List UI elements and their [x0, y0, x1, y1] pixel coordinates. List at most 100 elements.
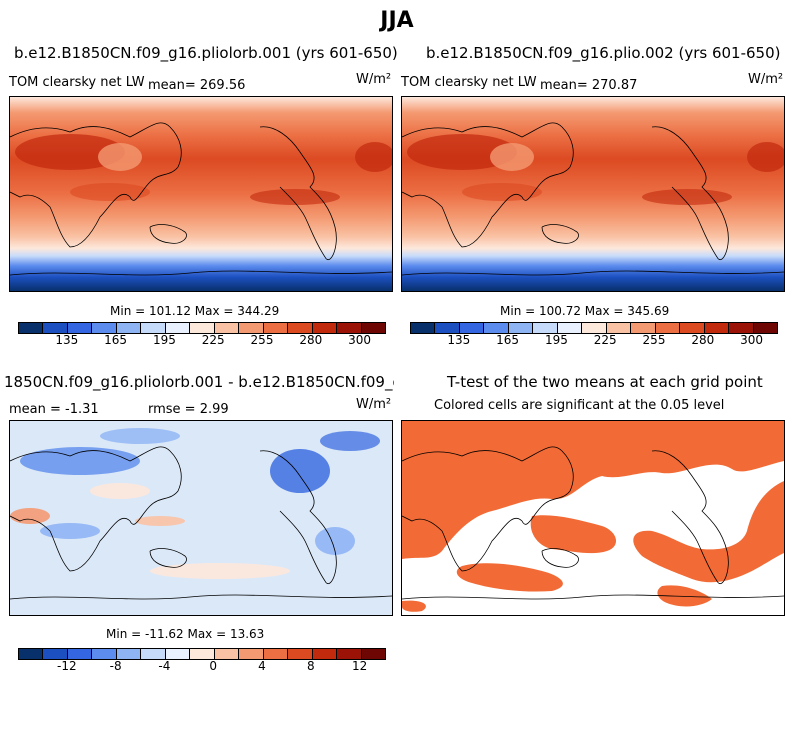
panel2-colorbar-box: [582, 323, 607, 333]
panel2-title: b.e12.B1850CN.f09_g16.plio.002 (yrs 601-…: [426, 44, 781, 62]
panel3-colorbar-ticks: -12 -8 -4 0 4 8 12: [18, 659, 384, 675]
panel1-colorbar-tick-label: 135: [55, 333, 79, 347]
panel3-rmse: rmse = 2.99: [148, 402, 229, 417]
panel1-colorbar-ticks: 135 165 195 225 255 280 300: [18, 333, 384, 349]
panel3-colorbar-box: [165, 649, 191, 659]
panel1-colorbar-box: [165, 323, 191, 333]
panel2-minmax: Min = 100.72 Max = 345.69: [500, 304, 670, 318]
panel2-colorbar-box: [508, 323, 534, 333]
panel3-minmax: Min = -11.62 Max = 13.63: [106, 627, 265, 641]
panel2-colorbar-box: [459, 323, 485, 333]
panel1-colorbar-box: [288, 323, 313, 333]
panel1-colorbar-box: [361, 323, 386, 333]
panel3-colorbar-tick-label: 0: [209, 659, 218, 673]
panel4-title: T-test of the two means at each grid poi…: [447, 373, 763, 391]
panel3-colorbar-tick-label: -4: [158, 659, 171, 673]
panel2-mean: mean= 270.87: [540, 78, 638, 93]
panel2-colorbar-box: [753, 323, 778, 333]
panel1-minmax: Min = 101.12 Max = 344.29: [110, 304, 280, 318]
panel1-colorbar-box: [92, 323, 117, 333]
panel2-colorbar-tick-label: 280: [691, 333, 715, 347]
panel4-coastlines: [402, 446, 784, 600]
significant-region-north: [402, 421, 784, 559]
panel2-colorbar-box: [729, 323, 754, 333]
panel2-colorbar-box: [606, 323, 632, 333]
panel1-colorbar-box: [337, 323, 362, 333]
panel3-colorbar-tick-label: -8: [109, 659, 122, 673]
panel2-colorbar-tick-label: 165: [496, 333, 520, 347]
panel2-colorbar-tick-label: 135: [447, 333, 471, 347]
panel2-colorbar: [410, 322, 778, 334]
significant-region-south: [456, 563, 563, 592]
panel4-map-svg: [402, 421, 784, 615]
panel3-colorbar-tick-label: -12: [56, 659, 77, 673]
panel1-title: b.e12.B1850CN.f09_g16.pliolorb.001 (yrs …: [14, 44, 398, 62]
panel3-colorbar-box: [312, 649, 338, 659]
panel3-colorbar-box: [337, 649, 362, 659]
panel3-colorbar-box: [92, 649, 117, 659]
panel3-units: W/m²: [356, 397, 392, 412]
panel1-variable: TOM clearsky net LW: [9, 75, 145, 90]
panel2-colorbar-box: [557, 323, 583, 333]
panel3-colorbar-box: [19, 649, 44, 659]
panel1-colorbar-tick-label: 255: [250, 333, 274, 347]
panel3-colorbar-box: [43, 649, 68, 659]
panel2-colorbar-box: [411, 323, 436, 333]
panel2-colorbar-box: [484, 323, 509, 333]
panel1-map: [9, 96, 393, 292]
panel1-colorbar-box: [312, 323, 338, 333]
panel2-colorbar-box: [680, 323, 705, 333]
panel4-map: [401, 420, 785, 616]
panel3-map-svg: [10, 421, 392, 615]
panel2-coastlines: [402, 122, 784, 276]
panel3-mean: mean = -1.31: [9, 402, 99, 417]
panel1-colorbar-box: [19, 323, 44, 333]
panel1-colorbar-box: [239, 323, 264, 333]
panel2-colorbar-box: [704, 323, 730, 333]
panel1-colorbar: [18, 322, 386, 334]
panel2-map-svg: [402, 97, 784, 291]
panel3-map: [9, 420, 393, 616]
panel3-colorbar-box: [288, 649, 313, 659]
panel1-map-svg: [10, 97, 392, 291]
panel1-units: W/m²: [356, 72, 392, 87]
panel1-colorbar-tick-label: 225: [201, 333, 225, 347]
panel3-colorbar-box: [263, 649, 289, 659]
panel2-colorbar-tick-label: 300: [740, 333, 764, 347]
panel2-units: W/m²: [748, 72, 784, 87]
panel1-colorbar-tick-label: 195: [152, 333, 176, 347]
panel1-colorbar-tick-label: 300: [348, 333, 372, 347]
panel3-colorbar-tick-label: 4: [258, 659, 266, 673]
panel1-colorbar-box: [116, 323, 142, 333]
panel1-colorbar-box: [43, 323, 68, 333]
panel3-colorbar-box: [239, 649, 264, 659]
panel3-colorbar-box: [361, 649, 386, 659]
panel1-colorbar-tick-label: 280: [299, 333, 323, 347]
panel3-colorbar-box: [190, 649, 215, 659]
panel3-colorbar-box: [214, 649, 240, 659]
panel3-colorbar-tick-label: 12: [351, 659, 368, 673]
panel2-colorbar-box: [631, 323, 656, 333]
significant-region-central: [530, 515, 617, 554]
panel1-mean: mean= 269.56: [148, 78, 246, 93]
panel1-colorbar-tick-label: 165: [104, 333, 128, 347]
panel2-colorbar-box: [655, 323, 681, 333]
panel3-colorbar-box: [116, 649, 142, 659]
panel3-title: 1850CN.f09_g16.pliolorb.001 - b.e12.B185…: [4, 373, 394, 391]
panel2-colorbar-box: [533, 323, 558, 333]
panel1-colorbar-box: [214, 323, 240, 333]
panel1-colorbar-box: [141, 323, 166, 333]
panel3-colorbar: [18, 648, 386, 660]
panel4-subtitle: Colored cells are significant at the 0.0…: [434, 398, 725, 413]
panel3-colorbar-box: [67, 649, 93, 659]
panel2-colorbar-tick-label: 195: [544, 333, 568, 347]
panel1-colorbar-box: [263, 323, 289, 333]
panel1-colorbar-box: [190, 323, 215, 333]
panel2-colorbar-tick-label: 225: [593, 333, 617, 347]
panel2-map: [401, 96, 785, 292]
figure-title: JJA: [380, 8, 414, 33]
panel1-coastlines: [10, 122, 392, 276]
significant-region-east: [633, 481, 784, 583]
panel1-colorbar-box: [67, 323, 93, 333]
panel3-coastlines: [10, 446, 392, 600]
